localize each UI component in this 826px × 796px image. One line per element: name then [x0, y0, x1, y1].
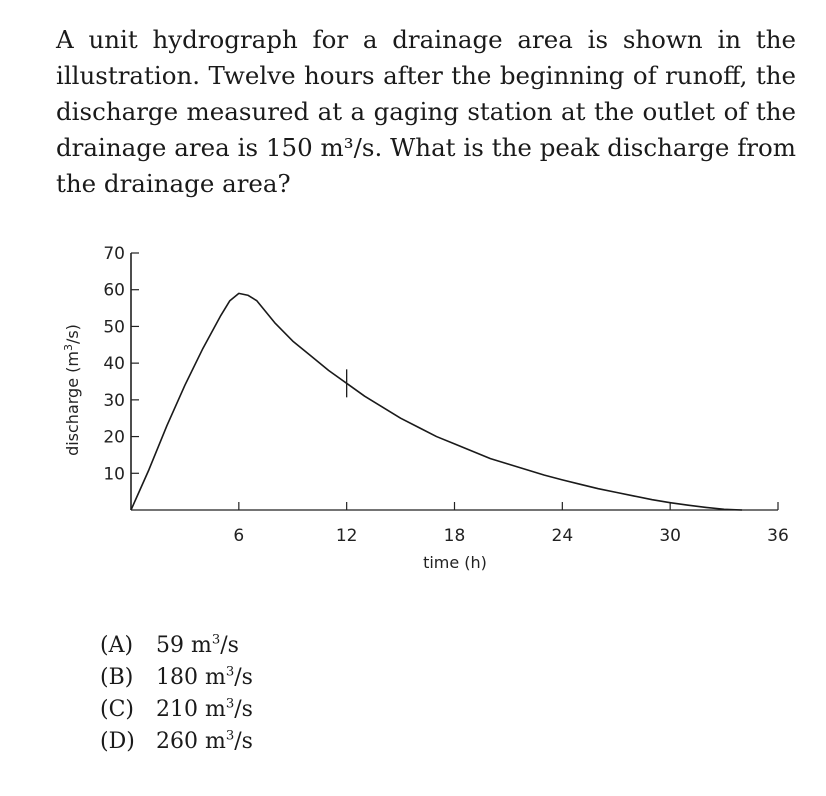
y-axis-label: discharge (m3/s): [62, 324, 82, 456]
x-tick-label: 12: [336, 526, 358, 546]
choice-unit-power: 3: [211, 632, 221, 648]
choice-c[interactable]: (C) 210 m3/s: [100, 694, 253, 726]
y-tick-label: 20: [103, 428, 125, 448]
y-axis-label-power: 3: [62, 344, 75, 351]
problem-statement: A unit hydrograph for a drainage area is…: [56, 22, 796, 202]
choice-unit: m: [191, 633, 212, 658]
choice-unit-power: 3: [225, 728, 235, 744]
hydrograph-chart: 10 20 30 40 50 60 70 6 12 18 24 30 36 time (h) disc…: [62, 244, 789, 572]
x-tick-label: 6: [233, 526, 244, 546]
x-tick-label: 36: [767, 526, 789, 546]
x-tick-label: 24: [552, 526, 574, 546]
choice-d[interactable]: (D) 260 m3/s: [100, 726, 253, 758]
choice-unit-rest: /s: [234, 665, 253, 690]
choice-letter: (D): [100, 729, 135, 754]
choice-value: 260: [156, 729, 198, 754]
choice-a[interactable]: (A) 59 m3/s: [100, 630, 253, 662]
x-axis-label: time (h): [423, 553, 487, 572]
choice-unit: m: [205, 729, 226, 754]
series-group: [130, 292, 743, 511]
y-axis: 10 20 30 40 50 60 70: [103, 244, 139, 510]
x-axis: 6 12 18 24 30 36: [131, 502, 789, 546]
choice-unit: m: [205, 665, 226, 690]
choice-unit-rest: /s: [234, 697, 253, 722]
y-axis-label-tail: /s): [63, 324, 82, 344]
choice-unit-power: 3: [225, 696, 235, 712]
choice-unit-rest: /s: [234, 729, 253, 754]
choice-value: 180: [156, 665, 198, 690]
y-tick-label: 30: [103, 391, 125, 411]
y-tick-label: 70: [103, 244, 125, 264]
y-tick-label: 40: [103, 354, 125, 374]
choice-b[interactable]: (B) 180 m3/s: [100, 662, 253, 694]
choice-letter: (C): [100, 697, 134, 722]
y-tick-label: 10: [103, 464, 125, 484]
choice-unit-rest: /s: [220, 633, 239, 658]
choice-unit: m: [205, 697, 226, 722]
choice-letter: (B): [100, 665, 134, 690]
choice-letter: (A): [100, 633, 134, 658]
y-axis-label-main: discharge (m: [63, 351, 82, 456]
answer-choices: (A) 59 m3/s (B) 180 m3/s (C) 210 m3/s (D) 26…: [100, 630, 253, 758]
x-tick-label: 18: [444, 526, 466, 546]
choice-unit-power: 3: [225, 664, 235, 680]
question-text: A unit hydrograph for a drainage area is…: [56, 25, 796, 198]
choice-value: 59: [156, 633, 184, 658]
hydrograph-curve: [130, 292, 743, 511]
y-tick-label: 50: [103, 317, 125, 337]
choice-value: 210: [156, 697, 198, 722]
y-tick-label: 60: [103, 281, 125, 301]
x-tick-label: 30: [659, 526, 681, 546]
